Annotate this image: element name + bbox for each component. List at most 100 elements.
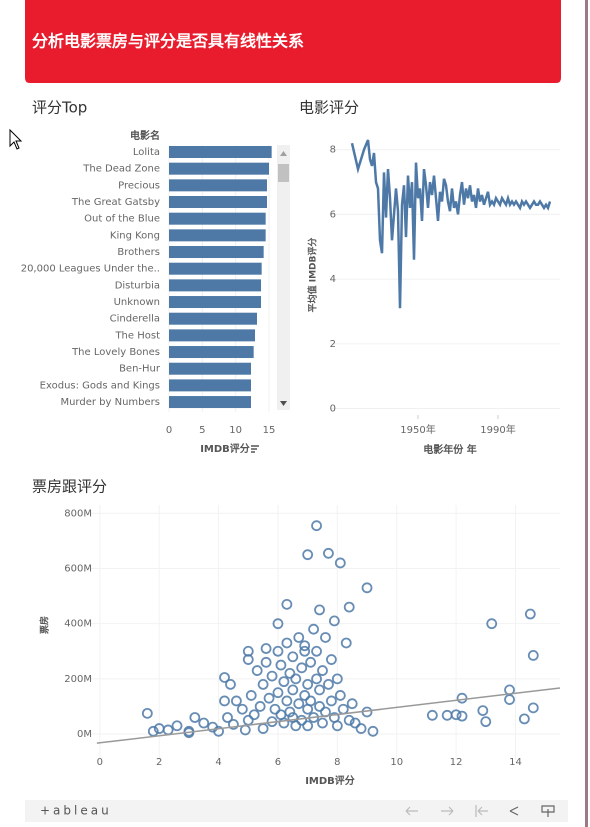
x-tick-label: 6	[275, 757, 281, 768]
point	[331, 720, 343, 732]
point	[245, 690, 257, 701]
point	[456, 692, 468, 704]
y-tick-label: The Lovely Bones	[71, 347, 160, 358]
point	[426, 709, 438, 721]
point	[278, 717, 290, 729]
row-header: 电影名	[130, 129, 160, 142]
point	[361, 582, 373, 594]
point	[251, 665, 263, 676]
point	[305, 656, 317, 668]
scroll-up[interactable]	[280, 151, 287, 156]
x-axis-title: IMDB评分	[305, 774, 355, 787]
point	[302, 720, 314, 732]
x-tick-label: 2	[156, 757, 162, 768]
point	[281, 598, 293, 610]
x-tick-label: 0	[166, 425, 172, 436]
point	[299, 645, 311, 657]
point	[225, 678, 236, 690]
point	[219, 672, 230, 683]
section-title: 电影评分	[299, 99, 359, 117]
y-tick-label: Unknown	[114, 297, 160, 308]
line	[350, 139, 552, 309]
point	[281, 695, 293, 707]
point	[162, 724, 174, 736]
point	[299, 640, 311, 652]
point	[367, 725, 379, 737]
bar	[169, 362, 251, 375]
point	[293, 698, 305, 710]
point	[293, 632, 305, 643]
point	[477, 705, 489, 717]
brand-logo: +ableau	[40, 804, 112, 818]
y-tick-label: 2	[330, 339, 336, 350]
bar	[169, 179, 267, 192]
point	[331, 673, 343, 685]
y-tick-label: Brothers	[117, 247, 160, 258]
bar	[169, 196, 267, 209]
point	[213, 725, 224, 737]
point	[326, 654, 337, 665]
point	[323, 678, 334, 690]
point	[141, 707, 153, 719]
y-tick-label: King Kong	[110, 230, 160, 241]
point	[236, 703, 248, 715]
y-tick-label: 4	[330, 274, 336, 285]
point	[287, 684, 299, 696]
point	[189, 712, 201, 723]
y-tick-label: 8	[330, 145, 336, 156]
point	[311, 520, 322, 532]
point	[266, 670, 278, 682]
y-axis-title: 平均值 IMDB评分	[307, 238, 319, 313]
scroll-thumb[interactable]	[278, 164, 289, 182]
point	[239, 724, 251, 736]
section-title: 评分Top	[32, 99, 87, 117]
y-tick-label: 20,000 Leagues Under the..	[21, 264, 160, 275]
x-axis-title: 电影年份 年	[423, 443, 476, 456]
y-tick-label: 200M	[64, 674, 92, 685]
scrollbar[interactable]	[277, 145, 290, 410]
bar	[169, 212, 266, 225]
point	[308, 623, 319, 635]
bar	[169, 329, 255, 342]
y-tick-label: Out of the Blue	[84, 214, 160, 225]
x-tick-label: 10	[229, 425, 242, 436]
point	[317, 665, 328, 676]
y-tick-label: 0M	[77, 729, 92, 740]
point	[334, 690, 346, 701]
point	[275, 659, 287, 671]
point	[290, 673, 302, 685]
scroll-down[interactable]	[280, 401, 287, 406]
point	[231, 695, 242, 707]
point	[219, 695, 230, 707]
y-tick-label: The Dead Zone	[82, 164, 160, 175]
point	[343, 601, 355, 613]
toolbar-icons[interactable]	[405, 805, 555, 817]
y-tick-label: Disturbia	[115, 280, 160, 291]
point	[272, 645, 284, 657]
point	[278, 676, 290, 688]
point	[311, 673, 322, 685]
point	[260, 643, 272, 654]
y-tick-label: Ben-Hur	[119, 364, 161, 375]
point	[284, 706, 296, 718]
y-tick-label: Cinderella	[110, 314, 160, 325]
point	[290, 720, 302, 732]
point	[323, 547, 334, 559]
header-banner	[25, 0, 561, 83]
bar	[169, 346, 254, 359]
x-tick-label: 10	[390, 757, 403, 768]
point	[450, 709, 462, 721]
toolbar	[25, 800, 568, 822]
point	[346, 698, 358, 710]
point	[486, 618, 498, 630]
x-tick-label: 0	[97, 757, 103, 768]
x-tick-label: 12	[450, 757, 463, 768]
point	[314, 701, 325, 712]
sort-icon[interactable]	[251, 445, 259, 453]
cursor	[9, 128, 23, 150]
bar	[169, 396, 251, 409]
point	[305, 695, 317, 707]
y-tick-label: 0	[330, 404, 336, 415]
